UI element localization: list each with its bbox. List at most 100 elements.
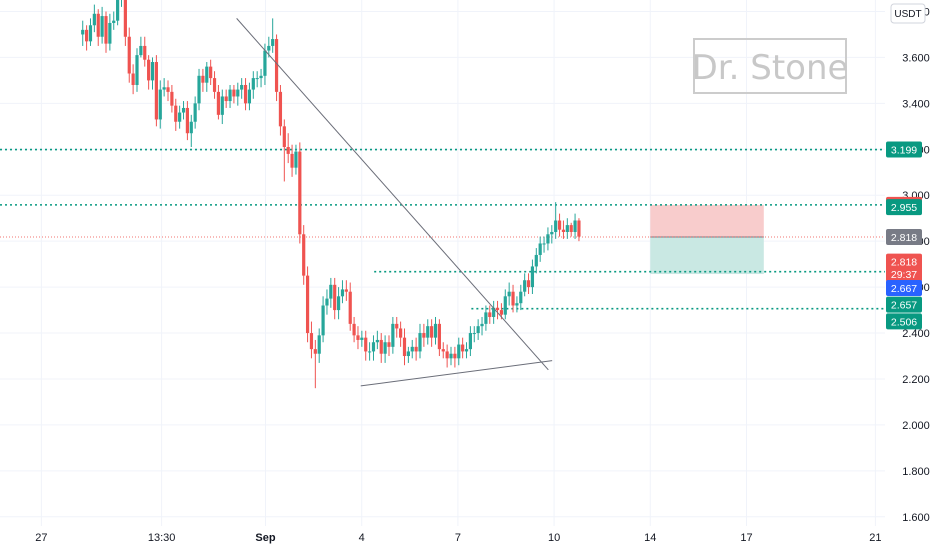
candle-body [325, 298, 329, 306]
candle-body [313, 349, 317, 354]
price-label: 2.818 [891, 232, 917, 244]
watermark-text: Dr. Stone [692, 48, 849, 88]
candle-body [236, 89, 240, 97]
y-tick-label: 3.600 [902, 52, 930, 64]
candle-body [216, 91, 221, 115]
x-tick-label: 13:30 [148, 532, 176, 544]
candle-body [422, 333, 426, 338]
candle-body [344, 289, 348, 292]
candle-body [402, 337, 407, 357]
time-axis[interactable]: 27 13:30 Sep 4 7 10 14 17 21 [0, 526, 885, 550]
candle-body [112, 20, 116, 23]
candle-body [418, 333, 422, 352]
candle-body [290, 153, 294, 168]
candle-body [577, 220, 581, 237]
candle-body [371, 342, 376, 352]
candle-body [162, 87, 166, 90]
candle-body [127, 36, 131, 74]
candle-body [123, 0, 127, 37]
candle-body [507, 291, 511, 297]
candle-body [356, 335, 360, 340]
y-tick-label: 3.400 [902, 98, 930, 110]
candle-body [271, 39, 275, 46]
y-tick-label: 2.400 [902, 328, 930, 340]
candle-body [298, 151, 302, 235]
candle-body [383, 342, 387, 354]
candle-body [437, 323, 441, 350]
candles [81, 0, 581, 389]
y-tick-label: 2.000 [902, 420, 930, 432]
price-label-box [886, 141, 922, 158]
candle-body [185, 107, 189, 134]
grid [0, 0, 885, 526]
candle-body [546, 234, 550, 244]
price-label: 2.506 [891, 316, 917, 328]
x-tick-label: 27 [35, 532, 47, 544]
candle-body [352, 323, 356, 336]
candle-body [240, 84, 244, 90]
trendline [236, 18, 549, 371]
candle-body [212, 78, 217, 92]
candle-body [360, 337, 364, 340]
candle-body [247, 89, 252, 104]
candle-body [209, 66, 213, 79]
price-label: 2.667 [891, 283, 917, 295]
candle-body [150, 62, 155, 81]
price-label-box [886, 229, 922, 246]
candle-body [255, 78, 259, 80]
candle-body [224, 96, 228, 102]
candle-body [565, 225, 569, 232]
candle-body [278, 91, 283, 127]
candle-body [329, 284, 333, 299]
candle-body [441, 349, 445, 352]
target-zone [650, 237, 764, 275]
x-tick-label: 4 [359, 532, 365, 544]
candle-body [189, 121, 193, 134]
candle-body [554, 220, 558, 232]
price-labels: 3.1992.9582.9552.8182.81829:372.6672.657… [886, 141, 922, 330]
candle-body [205, 66, 209, 83]
candle-body [340, 289, 345, 297]
candle-body [85, 29, 89, 42]
candle-body [453, 353, 457, 359]
candle-body [131, 73, 135, 85]
candle-body [523, 280, 527, 292]
candle-body [263, 50, 267, 76]
watermark-logo: Dr. Stone [692, 38, 849, 94]
candle-body [92, 13, 96, 26]
price-axis[interactable]: 1.6001.8002.0002.2002.4002.6002.8003.000… [885, 0, 932, 550]
candle-body [333, 284, 337, 311]
currency-button[interactable]: USDT [890, 3, 926, 24]
candle-body [534, 254, 538, 267]
x-tick-label: Sep [255, 532, 275, 544]
candle-body [468, 333, 472, 350]
candle-body [243, 84, 248, 104]
candle-body [197, 75, 201, 104]
price-label-box [886, 313, 922, 330]
price-label: 29:37 [891, 269, 917, 281]
position-tool[interactable] [650, 204, 764, 275]
candle-body [464, 349, 469, 352]
candle-body [174, 105, 178, 122]
candle-body [492, 307, 496, 317]
candle-body [503, 296, 507, 315]
price-label: 2.818 [891, 257, 917, 269]
candle-body [220, 96, 224, 115]
candle-body [274, 39, 279, 92]
price-label-box [886, 296, 922, 313]
candle-body [519, 291, 523, 304]
candle-body [511, 291, 515, 306]
price-label: 2.955 [891, 202, 917, 214]
x-tick-label: 7 [455, 532, 461, 544]
candle-body [495, 307, 500, 311]
candle-body [375, 339, 379, 343]
price-label-box [886, 265, 922, 282]
candle-body [488, 312, 492, 317]
candle-body [294, 151, 298, 168]
candle-body [364, 337, 368, 352]
trendlines [236, 18, 553, 387]
candle-body [154, 62, 158, 120]
candle-body [410, 346, 414, 352]
candle-body [143, 45, 147, 60]
